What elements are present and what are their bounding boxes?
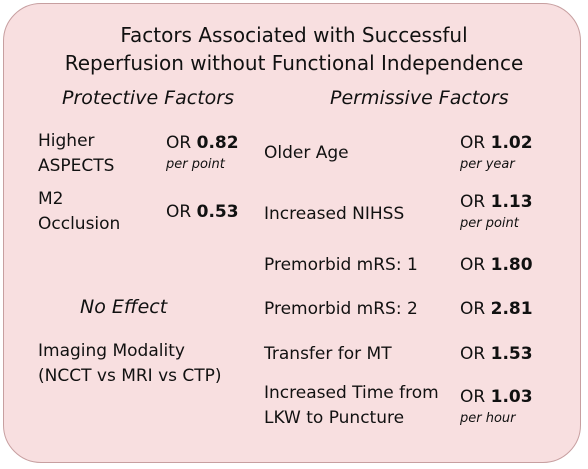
permissive-nihss-unit: per point bbox=[460, 216, 519, 231]
permissive-age-or: OR 1.02 bbox=[460, 132, 533, 155]
or-value: 2.81 bbox=[490, 299, 533, 319]
permissive-transfer-or: OR 1.53 bbox=[460, 343, 533, 366]
or-prefix: OR bbox=[460, 133, 486, 153]
permissive-nihss-or: OR 1.13 bbox=[460, 191, 533, 214]
or-value: 0.53 bbox=[196, 202, 239, 222]
or-prefix: OR bbox=[460, 255, 486, 275]
or-prefix: OR bbox=[166, 133, 192, 153]
permissive-time-label-2: LKW to Puncture bbox=[264, 408, 405, 428]
protective-heading: Protective Factors bbox=[62, 87, 234, 109]
protective-aspects-or: OR 0.82 bbox=[166, 132, 239, 155]
protective-m2-or: OR 0.53 bbox=[166, 201, 239, 224]
or-prefix: OR bbox=[460, 387, 486, 407]
or-value: 0.82 bbox=[196, 133, 239, 153]
permissive-age-unit: per year bbox=[460, 157, 515, 172]
permissive-heading: Permissive Factors bbox=[330, 87, 509, 109]
protective-m2-label-1: M2 bbox=[38, 189, 64, 209]
or-prefix: OR bbox=[460, 344, 486, 364]
permissive-age-label: Older Age bbox=[264, 143, 349, 163]
permissive-mrs1-or: OR 1.80 bbox=[460, 254, 533, 277]
protective-aspects-label-1: Higher bbox=[38, 131, 95, 151]
or-value: 1.53 bbox=[490, 344, 533, 364]
protective-m2-label-2: Occlusion bbox=[38, 214, 121, 234]
permissive-time-or: OR 1.03 bbox=[460, 386, 533, 409]
or-value: 1.03 bbox=[490, 387, 533, 407]
or-prefix: OR bbox=[460, 192, 486, 212]
permissive-nihss-label: Increased NIHSS bbox=[264, 204, 405, 224]
no-effect-heading: No Effect bbox=[80, 296, 168, 318]
permissive-mrs1-label: Premorbid mRS: 1 bbox=[264, 255, 418, 275]
or-value: 1.02 bbox=[490, 133, 533, 153]
or-value: 1.13 bbox=[490, 192, 533, 212]
protective-aspects-unit: per point bbox=[166, 157, 225, 172]
permissive-mrs2-label: Premorbid mRS: 2 bbox=[264, 299, 418, 319]
no-effect-imaging-label-2: (NCCT vs MRI vs CTP) bbox=[38, 366, 222, 386]
or-prefix: OR bbox=[166, 202, 192, 222]
title-line-1: Factors Associated with Successful bbox=[120, 23, 468, 47]
permissive-transfer-label: Transfer for MT bbox=[264, 344, 392, 364]
protective-aspects-label-2: ASPECTS bbox=[38, 156, 115, 176]
no-effect-imaging-label-1: Imaging Modality bbox=[38, 341, 185, 361]
permissive-mrs2-or: OR 2.81 bbox=[460, 298, 533, 321]
permissive-time-label-1: Increased Time from bbox=[264, 383, 439, 403]
or-value: 1.80 bbox=[490, 255, 533, 275]
summary-card bbox=[3, 3, 581, 463]
title-line-2: Reperfusion without Functional Independe… bbox=[64, 51, 524, 75]
permissive-time-unit: per hour bbox=[460, 411, 516, 426]
or-prefix: OR bbox=[460, 299, 486, 319]
